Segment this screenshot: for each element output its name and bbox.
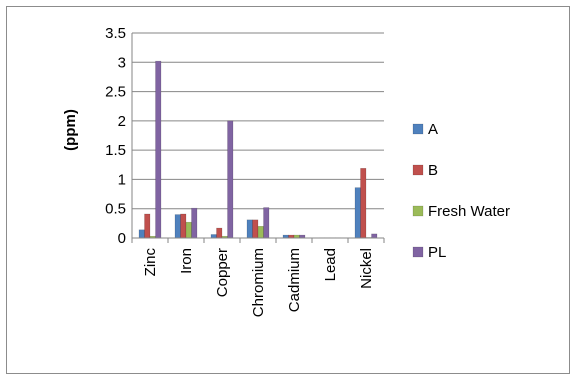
bar — [354, 187, 361, 239]
bar — [191, 207, 198, 239]
x-tick-label: Iron — [178, 248, 195, 274]
bar — [155, 60, 162, 239]
y-tick-label: 3 — [118, 54, 126, 71]
y-tick-label: 1.5 — [105, 142, 126, 159]
legend-label: PL — [428, 244, 446, 261]
x-tick-label: Zinc — [142, 248, 159, 277]
bar — [257, 226, 264, 239]
bar — [210, 234, 217, 239]
y-tick-label: 3.5 — [105, 25, 126, 42]
bar — [216, 227, 223, 239]
bar — [180, 213, 187, 239]
bar — [144, 213, 151, 239]
y-tick-label: 2 — [118, 113, 126, 130]
y-tick-label: 0 — [118, 230, 126, 247]
legend: A B Fresh Water PL — [412, 121, 510, 261]
x-tick-label: Chromium — [250, 248, 267, 317]
legend-swatch — [412, 205, 424, 217]
y-tick-label: 0.5 — [105, 201, 126, 218]
bar — [263, 207, 270, 239]
legend-label: Fresh Water — [428, 203, 510, 220]
y-tick-label: 1 — [118, 171, 126, 188]
bar — [138, 229, 145, 239]
bar — [227, 120, 234, 239]
x-tick-label: Cadmium — [286, 248, 303, 312]
legend-label: B — [428, 162, 438, 179]
axes: 0 0.5 1 1.5 2 2.5 3 3.5 Zinc Iron Copper Chromium Ca… — [105, 25, 385, 317]
bar — [185, 221, 192, 239]
legend-swatch — [412, 164, 424, 176]
legend-swatch — [412, 246, 424, 258]
bar — [371, 233, 378, 239]
bars — [138, 60, 378, 239]
y-tick-label: 2.5 — [105, 84, 126, 101]
x-tick-label: Copper — [214, 248, 231, 297]
legend-swatch — [412, 123, 424, 135]
bar — [174, 214, 181, 239]
bar — [360, 168, 367, 239]
legend-label: A — [428, 121, 438, 138]
y-axis-label: (ppm) — [62, 109, 79, 151]
x-tick-label: Lead — [322, 248, 339, 281]
bar — [252, 219, 259, 239]
gridlines — [132, 32, 384, 210]
x-tick-label: Nickel — [358, 248, 375, 289]
bar — [246, 219, 253, 239]
chart-frame — [6, 6, 570, 374]
